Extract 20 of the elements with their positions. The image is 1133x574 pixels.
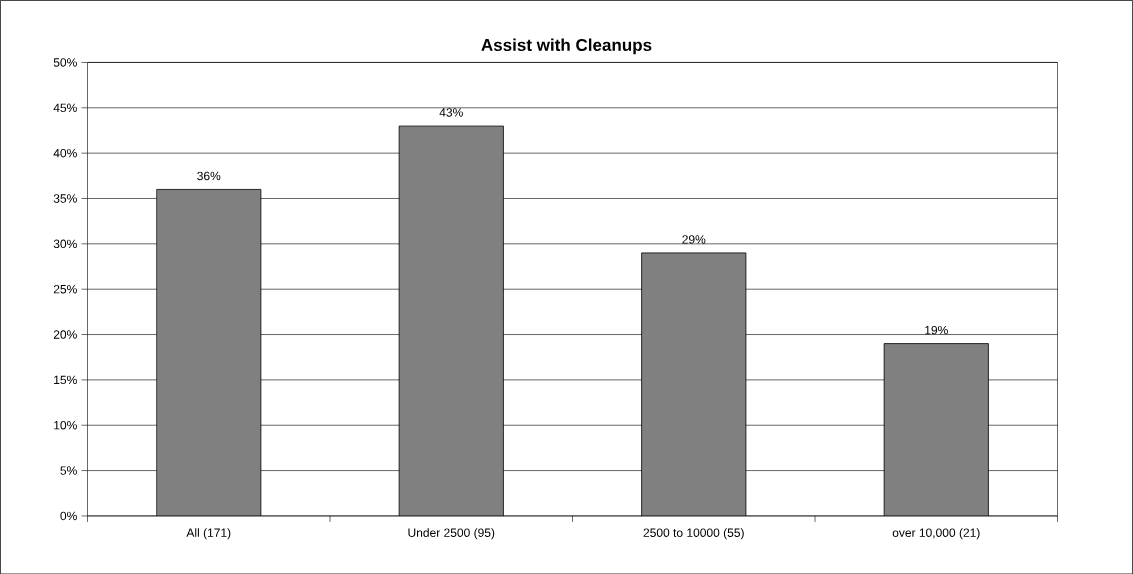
y-tick-label: 10% [54, 420, 77, 430]
data-label: 19% [925, 325, 948, 335]
x-tick-label: over 10,000 (21) [892, 527, 980, 540]
y-tick-label: 20% [53, 330, 77, 339]
x-tick-label: All (171) [186, 527, 231, 540]
y-tick-label: 25% [53, 284, 77, 294]
y-tick-label: 40% [53, 148, 77, 158]
y-tick-label: 5% [60, 466, 77, 475]
y-tick-label: 0% [60, 511, 77, 520]
y-tick-label: 35% [53, 194, 77, 203]
data-label: 43% [439, 108, 463, 117]
y-tick-label: 45% [53, 103, 77, 112]
y-tick-label: 50% [53, 58, 77, 67]
y-tick-label: 30% [53, 239, 77, 248]
data-label: 36% [197, 171, 221, 181]
x-tick-label: 2500 to 10000 (55) [643, 527, 744, 540]
y-tick-label: 15% [54, 375, 77, 384]
x-tick-label: Under 2500 (95) [408, 527, 495, 540]
data-label: 29% [682, 235, 706, 244]
chart-title: Assist with Cleanups [481, 38, 652, 55]
